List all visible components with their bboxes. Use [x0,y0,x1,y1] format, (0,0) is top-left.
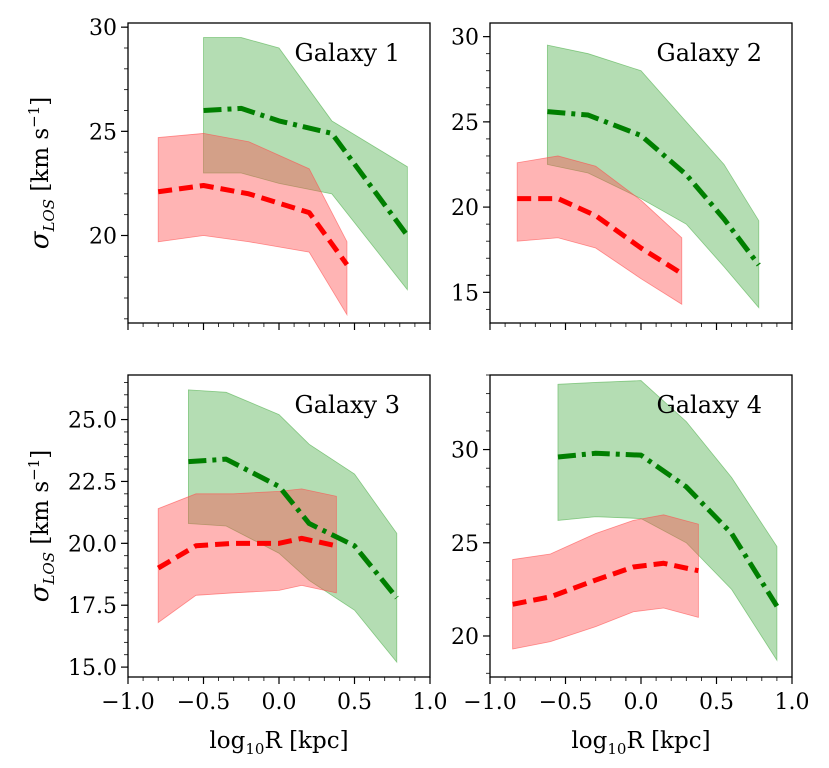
red-dashed-line [512,560,699,607]
green-dashdot-line [547,109,761,267]
panel-galaxy-3: −1.0 −0.5 0.0 0.5 1.0 15.0 17.5 20.0 22.5 25.0 Gal… [68,374,448,715]
y-tick-label: 30 [89,16,117,41]
plot-area [512,380,780,662]
y-tick-label: 25 [451,111,479,136]
y-tick-label: 30 [451,439,479,464]
x-tick-label: 0.0 [624,690,659,715]
x-axis-label: log10R [kpc] [209,728,348,758]
green-dashdot-line [188,456,399,600]
y-tick-label: 25 [89,120,117,145]
panel-title: Galaxy 2 [657,39,762,67]
y-tick-label: 20 [451,625,479,650]
x-tick-label: −1.0 [463,690,516,715]
panel-title: Galaxy 1 [295,39,400,67]
y-tick-label: 30 [451,26,479,51]
red-confidence-band [157,488,337,624]
x-tick-label: 0.5 [337,690,372,715]
x-tick-label: −0.5 [177,690,230,715]
red-confidence-band [512,514,699,650]
x-tick-label: 1.0 [775,690,810,715]
plot-area [156,389,399,664]
green-confidence-band [546,44,760,309]
panel-title: Galaxy 3 [295,391,400,419]
red-dashed-line [156,535,337,571]
green-confidence-band [557,380,778,662]
y-tick-label: 20 [451,196,479,221]
y-axis-label: σLOS [km s−1] [25,450,58,603]
panel-galaxy-2: 15 20 25 30 Galaxy 2 [451,22,793,330]
green-confidence-band [187,389,398,664]
x-tick-label: −1.0 [101,690,154,715]
x-tick-label: 0.5 [699,690,734,715]
red-confidence-band [516,155,683,305]
y-tick-label: 15.0 [68,656,117,681]
y-tick-label: 15 [451,281,479,306]
y-tick-label: 22.5 [68,470,117,495]
x-tick-label: 0.0 [262,690,297,715]
green-confidence-band [203,37,408,291]
y-tick-label: 17.5 [68,594,117,619]
y-tick-label: 25 [451,532,479,557]
y-tick-label: 20.0 [68,532,117,557]
panel-galaxy-1: 20 25 30 Galaxy 1 [89,16,431,330]
green-dashdot-line [557,450,780,608]
y-axis-label: σLOS [km s−1] [25,97,58,250]
x-tick-label: −0.5 [539,690,592,715]
red-dashed-line [517,196,684,276]
panel-title: Galaxy 4 [657,391,762,419]
y-tick-label: 25.0 [68,409,117,434]
panel-galaxy-4: −1.0 −0.5 0.0 0.5 1.0 20 25 30 Galaxy 4 [451,374,810,715]
plot-area [516,44,761,309]
x-tick-label: 1.0 [413,690,448,715]
green-dashdot-line [203,105,410,237]
x-axis-label: log10R [kpc] [571,728,710,758]
plot-area [157,37,410,317]
red-dashed-line [157,183,349,267]
y-tick-label: 20 [89,225,117,250]
red-confidence-band [157,133,348,317]
